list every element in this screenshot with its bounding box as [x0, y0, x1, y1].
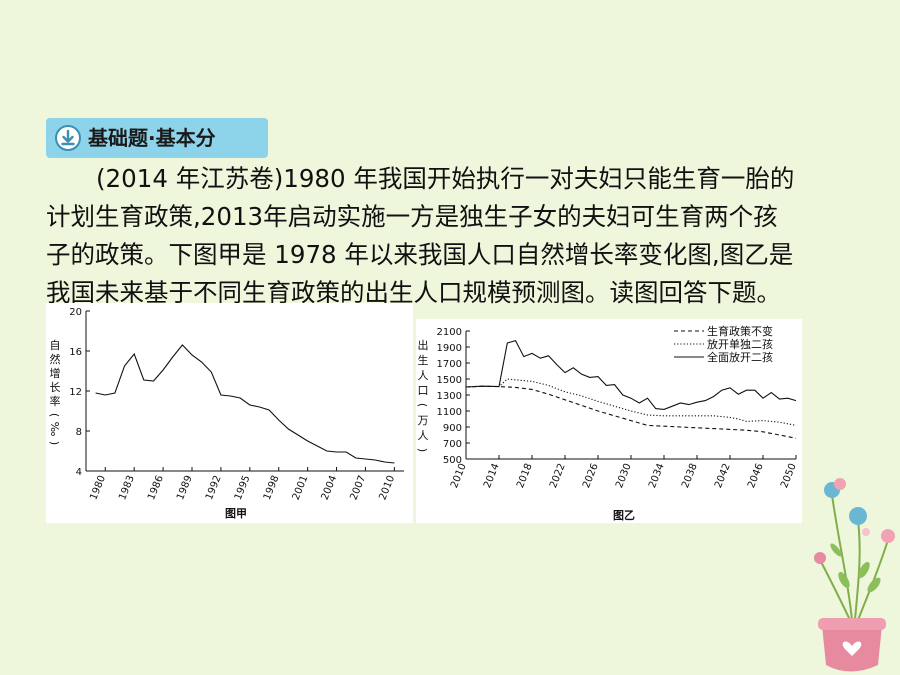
y-tick-label: 20: [69, 307, 82, 318]
question-text: (2014 年江苏卷)1980 年我国开始执行一对夫妇只能生育一胎的 计划生育政…: [46, 160, 866, 312]
x-tick-label: 1980: [88, 474, 108, 502]
series-line: [465, 385, 797, 439]
y-tick-label: 2100: [437, 327, 462, 338]
x-tick-label: 2007: [349, 474, 369, 502]
y-axis-label-char: 自: [50, 339, 61, 352]
y-tick-label: 12: [69, 387, 82, 398]
y-tick-label: 700: [443, 439, 462, 450]
x-tick-label: 1992: [204, 474, 224, 502]
chart-yi-panel: 500 700 900 1100 1300 1500 1700 1900 2100 2010 201…: [416, 319, 802, 523]
y-axis-label-char: ): [416, 448, 429, 452]
x-tick-label: 1995: [233, 474, 253, 502]
chart-yi: 500 700 900 1100 1300 1500 1700 1900 2100 2010 201…: [416, 324, 799, 522]
y-axis-label-char: 口: [418, 384, 429, 397]
x-tick-label: 2018: [515, 462, 535, 490]
y-axis-label-char: (: [48, 413, 61, 417]
download-icon: [55, 125, 81, 151]
question-line: (2014 年江苏卷)1980 年我国开始执行一对夫妇只能生育一胎的: [96, 164, 795, 193]
x-tick-label: 2001: [291, 474, 311, 502]
y-tick-label: 1900: [437, 343, 462, 354]
x-tick-label: 1986: [146, 474, 166, 502]
x-tick-label: 2010: [377, 474, 397, 502]
question-line: 计划生育政策,2013年启动实施一方是独生子女的夫妇可生育两个孩: [46, 202, 778, 231]
x-tick-label: 2046: [746, 462, 766, 490]
legend-label: 全面放开二孩: [707, 350, 773, 364]
section-badge-label: 基础题·基本分: [88, 126, 216, 150]
series-line: [465, 378, 797, 426]
chart-jia-panel: 4 8 12 16 20 1980 1983 1986 1989 1992 1995 1998 2001…: [46, 303, 413, 523]
series-line: [95, 344, 395, 464]
y-tick-label: 900: [443, 423, 462, 434]
x-tick-label: 2038: [680, 462, 700, 490]
y-tick-label: 1100: [437, 407, 462, 418]
y-axis-label-char: 率: [50, 394, 61, 408]
y-axis-label-char: 增: [50, 366, 61, 380]
chart-title: 图甲: [225, 507, 247, 520]
x-tick-label: 1998: [262, 474, 282, 502]
y-axis-label-char: 然: [50, 352, 61, 366]
x-tick-label: 2014: [482, 462, 502, 490]
y-tick-label: 500: [443, 455, 462, 466]
chart-title: 图乙: [613, 509, 635, 522]
question-line: 子的政策。下图甲是 1978 年以来我国人口自然增长率变化图,图乙是: [46, 240, 794, 269]
x-tick-label: 1989: [175, 474, 195, 502]
y-tick-label: 1500: [437, 375, 462, 386]
series-line: [465, 339, 797, 410]
flower-pot-decoration: [814, 478, 895, 672]
y-axis-label-char: 人: [418, 429, 429, 442]
y-tick-label: 1700: [437, 359, 462, 370]
y-axis-label-char: 万: [418, 414, 429, 427]
x-tick-label: 2004: [320, 474, 340, 502]
x-tick-label: 2030: [614, 462, 634, 490]
x-tick-label: 2042: [713, 462, 733, 490]
y-axis-label-char: ‰: [48, 422, 61, 437]
chart-jia: 4 8 12 16 20 1980 1983 1986 1989 1992 1995 1998 2001…: [48, 307, 404, 520]
x-tick-label: 2022: [548, 462, 568, 490]
y-axis-label-char: 人: [418, 369, 429, 382]
y-tick-label: 1300: [437, 391, 462, 402]
y-axis-label-char: 长: [50, 381, 61, 394]
y-tick-label: 16: [69, 347, 82, 358]
question-line: 我国未来基于不同生育政策的出生人口规模预测图。读图回答下题。: [46, 278, 781, 307]
section-badge: 基础题·基本分: [46, 118, 268, 158]
y-axis-label-char: 生: [418, 353, 429, 367]
y-axis-label-char: 出: [418, 338, 429, 352]
y-tick-label: 4: [76, 467, 82, 478]
legend-label: 生育政策不变: [707, 324, 773, 338]
x-tick-label: 2050: [779, 462, 799, 490]
y-axis-label-char: (: [416, 403, 429, 407]
x-tick-label: 2034: [647, 462, 667, 490]
x-tick-label: 2026: [581, 462, 601, 490]
x-tick-label: 2010: [449, 462, 469, 490]
y-axis-label-char: ): [48, 441, 61, 445]
y-tick-label: 8: [76, 427, 82, 438]
legend-label: 放开单独二孩: [707, 337, 773, 351]
x-tick-label: 1983: [117, 474, 137, 502]
